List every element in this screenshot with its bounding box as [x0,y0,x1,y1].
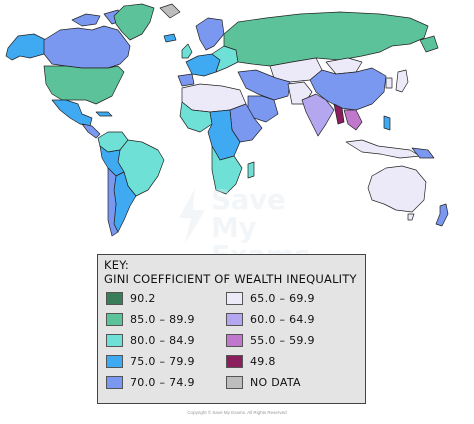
uk [181,43,193,59]
key-subtitle: GINI COEFFICIENT OF WEALTH INEQUALITY [104,272,357,286]
mexico [51,99,93,127]
legend-swatch [226,292,243,305]
madagascar [247,161,255,179]
legend-label: 85.0 – 89.9 [130,313,195,326]
legend-swatch [226,334,243,347]
no-data-region [159,3,181,19]
turkey-iran [237,69,291,101]
legend-label: 49.8 [250,355,276,368]
alaska [5,33,47,61]
legend-swatch [106,313,123,326]
legend-label: 70.0 – 74.9 [130,376,195,389]
legend-swatch [106,376,123,389]
legend-swatch [226,376,243,389]
west-africa [179,101,213,133]
philippines [383,115,391,131]
australia [367,165,427,213]
new-zealand [435,203,449,227]
legend-swatch [226,313,243,326]
copyright-text: Copyright © Save My Exams. All Rights Re… [187,410,287,415]
legend-swatch [226,355,243,368]
india [301,93,335,137]
western-europe [185,53,221,77]
cuba [95,111,113,117]
scandinavia [195,17,225,51]
legend-label: 75.0 – 79.9 [130,355,195,368]
indonesia [345,139,421,159]
chile [107,167,119,237]
legend-label: 80.0 – 84.9 [130,334,195,347]
map-key: KEY: GINI COEFFICIENT OF WEALTH INEQUALI… [97,254,366,404]
legend-label: NO DATA [250,376,301,389]
iberia [177,73,195,87]
russia-east [419,35,439,53]
usa [43,65,125,105]
central-america [81,123,101,139]
key-title: KEY: [104,258,129,272]
legend-swatch [106,355,123,368]
japan [395,69,409,93]
greenland [113,3,155,41]
legend-swatch [106,292,123,305]
southern-africa [211,145,243,195]
iceland [163,33,177,43]
canada-islands [71,13,101,27]
legend-label: 90.2 [130,292,156,305]
russia [223,11,429,67]
korea [385,77,393,89]
legend-label: 65.0 – 69.9 [250,292,315,305]
canada [43,25,131,69]
thailand-indochina [343,109,363,131]
world-map [5,3,449,237]
legend-label: 55.0 – 59.9 [250,334,315,347]
myanmar [333,103,345,125]
tasmania [407,213,415,221]
legend-swatch [106,334,123,347]
legend-label: 60.0 – 64.9 [250,313,315,326]
mongolia [325,57,363,75]
papua [411,147,435,159]
